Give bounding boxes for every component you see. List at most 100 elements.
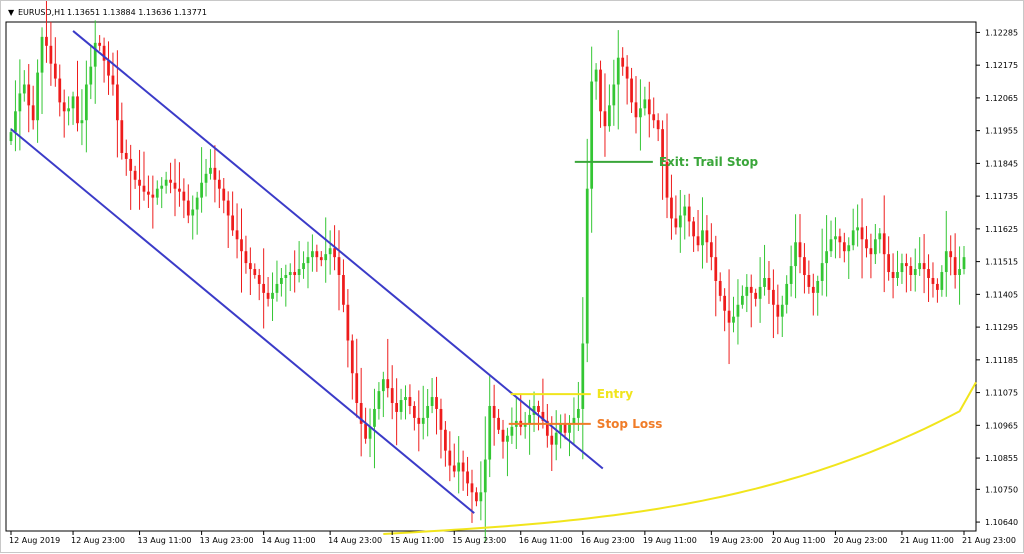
price-tick-label: 1.11075 (985, 389, 1018, 398)
candle (696, 210, 700, 252)
symbol-label: EURUSD,H1 (18, 8, 65, 17)
candle (896, 250, 899, 286)
time-tick-label: 20 Aug 11:00 (771, 536, 825, 545)
candle (399, 388, 403, 420)
candle (49, 21, 53, 86)
candle (732, 296, 735, 333)
time-tick-label: 19 Aug 23:00 (709, 536, 763, 545)
candle (913, 248, 917, 292)
price-tick-label: 1.10855 (985, 454, 1018, 463)
candle (98, 35, 102, 51)
candle (909, 257, 913, 292)
candle (324, 217, 328, 283)
channel-lower-line[interactable] (10, 128, 475, 514)
candle (714, 235, 718, 317)
menu-dropdown-icon[interactable]: ▼ (8, 8, 15, 17)
time-tick-label: 15 Aug 23:00 (452, 536, 506, 545)
candle (160, 177, 164, 209)
time-tick-label: 12 Aug 2019 (9, 536, 60, 545)
candle (377, 382, 381, 420)
candle (678, 189, 682, 253)
candle (488, 375, 492, 478)
candle (772, 269, 775, 339)
candle (559, 414, 563, 449)
candle (435, 376, 438, 435)
time-tick-label: 21 Aug 23:00 (962, 536, 1016, 545)
candle (173, 158, 177, 217)
time-tick-label: 15 Aug 11:00 (390, 536, 444, 545)
candle (931, 262, 935, 298)
candle (14, 80, 17, 152)
candle (745, 274, 749, 313)
candle (692, 216, 695, 252)
candle (142, 151, 146, 201)
candle (381, 371, 385, 418)
candle (439, 398, 443, 459)
candle (58, 64, 62, 117)
candle (585, 138, 589, 363)
time-tick-label: 14 Aug 23:00 (328, 536, 382, 545)
candle (84, 60, 88, 153)
candle (949, 235, 953, 276)
candle (816, 275, 820, 316)
candle (89, 45, 93, 100)
candle (563, 413, 567, 440)
candle (851, 208, 855, 251)
candle (749, 274, 753, 328)
candle (76, 60, 79, 132)
candle (257, 268, 261, 301)
candle (936, 278, 939, 303)
candle (107, 41, 110, 95)
candle (665, 113, 669, 219)
candle (133, 165, 137, 189)
candle (342, 259, 345, 313)
candle (124, 139, 128, 176)
price-tick-label: 1.11955 (985, 127, 1018, 136)
candle (80, 89, 84, 146)
candle (599, 60, 602, 128)
time-tick-label: 14 Aug 11:00 (262, 536, 316, 545)
candle (222, 177, 226, 214)
candle (457, 436, 461, 494)
candle (475, 487, 478, 507)
price-tick-label: 1.11185 (985, 356, 1018, 365)
price-tick-label: 1.11515 (985, 258, 1018, 267)
candle (794, 214, 797, 299)
candle (869, 233, 873, 279)
candle (838, 228, 842, 259)
candle (643, 86, 647, 116)
candle (962, 246, 966, 275)
candle (856, 204, 859, 247)
candle (718, 272, 722, 302)
candle (138, 149, 141, 210)
candle (417, 390, 421, 452)
channel-upper-line[interactable] (72, 30, 604, 470)
candle (452, 443, 456, 478)
candles-layer (9, 1, 966, 542)
candle (825, 215, 828, 297)
candle (200, 147, 203, 213)
candle (36, 59, 39, 143)
candle (834, 217, 837, 259)
candle (581, 297, 585, 460)
candle (767, 261, 771, 304)
candle (616, 30, 620, 130)
candle (346, 289, 350, 368)
candle (350, 334, 354, 400)
candle (182, 178, 186, 219)
candle (882, 195, 886, 293)
candle (590, 46, 594, 233)
candle (829, 220, 833, 258)
candle (900, 253, 904, 284)
candle (652, 97, 656, 129)
price-tick-label: 1.12285 (985, 28, 1018, 37)
candle (337, 230, 341, 311)
candle (209, 149, 212, 180)
candle (213, 145, 217, 203)
candle (661, 120, 664, 200)
moving-average-line (383, 381, 977, 535)
candle (630, 67, 633, 113)
candle (430, 378, 434, 414)
